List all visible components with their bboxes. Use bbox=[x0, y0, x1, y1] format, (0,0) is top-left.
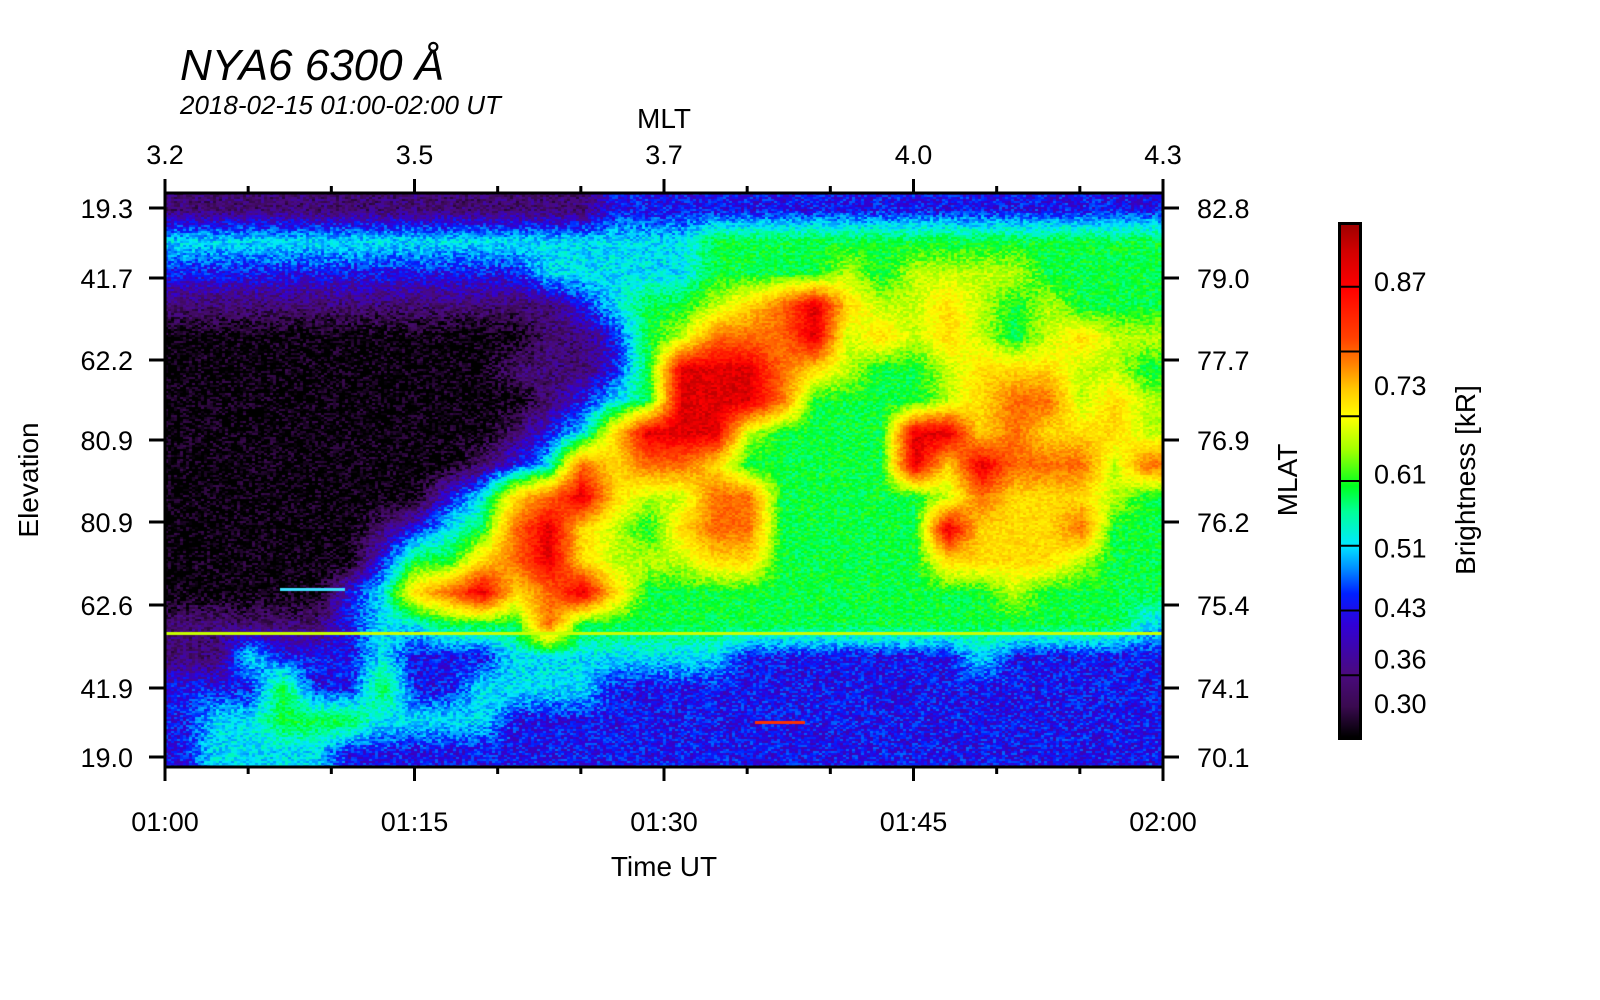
left-tick-label: 80.9 bbox=[80, 508, 133, 538]
top-axis-label: MLT bbox=[637, 103, 691, 134]
left-tick-label: 80.9 bbox=[80, 426, 133, 456]
colorbar-label: Brightness [kR] bbox=[1450, 385, 1481, 575]
right-tick-label: 82.8 bbox=[1197, 194, 1250, 224]
top-tick-label: 3.7 bbox=[645, 140, 683, 170]
left-tick-label: 41.7 bbox=[80, 264, 133, 294]
x-tick-label: 01:00 bbox=[131, 807, 199, 837]
top-tick-label: 4.3 bbox=[1144, 140, 1182, 170]
right-tick-label: 76.2 bbox=[1197, 508, 1250, 538]
top-tick-label: 3.2 bbox=[146, 140, 184, 170]
left-tick-label: 19.3 bbox=[80, 194, 133, 224]
keogram-heatmap bbox=[165, 193, 1163, 767]
colorbar-tick-label: 0.51 bbox=[1374, 534, 1427, 564]
right-tick-label: 74.1 bbox=[1197, 674, 1250, 704]
colorbar-tick-label: 0.30 bbox=[1374, 689, 1427, 719]
chart-title: NYA6 6300 Å bbox=[180, 41, 445, 90]
left-tick-label: 41.9 bbox=[80, 674, 133, 704]
right-tick-label: 77.7 bbox=[1197, 346, 1250, 376]
colorbar-tick-label: 0.43 bbox=[1374, 593, 1427, 623]
right-tick-label: 79.0 bbox=[1197, 264, 1250, 294]
y-axis-label-left: Elevation bbox=[13, 422, 44, 537]
left-tick-label: 19.0 bbox=[80, 743, 133, 773]
x-axis-label: Time UT bbox=[611, 851, 717, 882]
colorbar-tick-label: 0.73 bbox=[1374, 371, 1427, 401]
colorbar-tick-label: 0.87 bbox=[1374, 267, 1427, 297]
left-tick-label: 62.2 bbox=[80, 346, 133, 376]
right-tick-label: 76.9 bbox=[1197, 426, 1250, 456]
top-tick-label: 3.5 bbox=[396, 140, 434, 170]
chart-subtitle: 2018-02-15 01:00-02:00 UT bbox=[180, 90, 501, 120]
left-tick-label: 62.6 bbox=[80, 591, 133, 621]
y-axis-label-right: MLAT bbox=[1272, 444, 1303, 517]
plot-frame bbox=[163, 191, 1165, 769]
x-tick-label: 01:30 bbox=[630, 807, 698, 837]
right-tick-label: 70.1 bbox=[1197, 743, 1250, 773]
top-tick-label: 4.0 bbox=[895, 140, 933, 170]
colorbar-tick-label: 0.36 bbox=[1374, 645, 1427, 675]
colorbar-tick-label: 0.61 bbox=[1374, 460, 1427, 490]
x-tick-label: 01:15 bbox=[381, 807, 449, 837]
x-tick-label: 01:45 bbox=[880, 807, 948, 837]
right-tick-label: 75.4 bbox=[1197, 591, 1250, 621]
x-tick-label: 02:00 bbox=[1129, 807, 1197, 837]
